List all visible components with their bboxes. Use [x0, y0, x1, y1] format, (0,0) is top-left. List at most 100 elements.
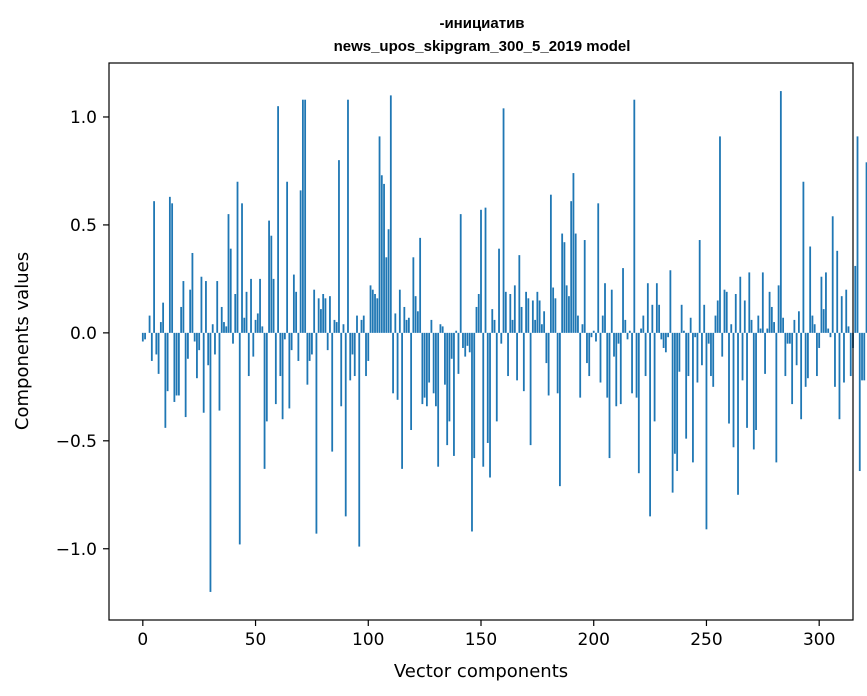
bar-component-230: [660, 332, 663, 340]
bar-component-137: [450, 332, 453, 359]
bar-component-242: [687, 332, 690, 377]
bar-component-222: [642, 315, 645, 333]
bar-component-37: [225, 326, 228, 333]
bar-component-91: [347, 99, 349, 333]
bar-component-211: [617, 332, 620, 344]
bar-component-305: [829, 332, 832, 338]
bar-component-249: [703, 304, 706, 333]
bar-component-163: [509, 294, 512, 333]
bar-component-134: [444, 332, 446, 385]
bar-component-214: [624, 319, 627, 333]
bar-component-313: [847, 326, 850, 333]
bar-component-148: [475, 306, 478, 333]
bar-component-223: [644, 332, 647, 377]
bar-component-321: [865, 162, 867, 333]
bar-component-250: [705, 332, 708, 530]
chart-title-line-1: -инициатив: [439, 15, 524, 32]
bar-component-206: [606, 332, 609, 398]
bar-component-5: [153, 201, 155, 333]
bar-component-210: [615, 332, 618, 407]
bar-component-229: [658, 304, 661, 333]
bar-component-56: [268, 220, 270, 333]
bar-component-13: [171, 203, 174, 333]
bar-component-0: [141, 332, 144, 342]
bar-component-93: [351, 332, 354, 355]
bar-component-158: [498, 248, 500, 333]
bar-component-182: [552, 287, 555, 333]
bar-component-16: [177, 332, 180, 396]
bar-component-280: [773, 322, 775, 333]
bar-component-208: [610, 289, 613, 333]
bar-component-282: [777, 285, 780, 333]
bar-component-108: [385, 257, 388, 333]
bar-component-42: [236, 181, 239, 333]
bar-component-97: [360, 319, 363, 333]
y-tick-label-3: 0.5: [70, 216, 97, 236]
bar-component-209: [613, 332, 615, 357]
bar-component-205: [604, 283, 606, 333]
bar-component-85: [333, 319, 336, 333]
bar-component-36: [223, 322, 225, 333]
bar-component-203: [599, 332, 602, 383]
bar-component-70: [299, 190, 302, 333]
bar-component-140: [457, 332, 460, 374]
bar-component-261: [730, 324, 733, 333]
bar-component-268: [746, 332, 748, 428]
bar-component-132: [439, 324, 442, 333]
y-axis-label: Components values: [12, 252, 33, 430]
bar-component-145: [468, 332, 471, 353]
bar-component-26: [200, 276, 203, 333]
bar-component-50: [254, 319, 257, 333]
bar-component-23: [193, 332, 196, 342]
bar-component-6: [155, 332, 158, 355]
bar-component-238: [678, 332, 681, 372]
bar-component-29: [207, 332, 210, 366]
bar-component-183: [554, 298, 557, 333]
bar-component-292: [800, 332, 803, 420]
bar-component-20: [187, 332, 189, 359]
bar-component-288: [791, 332, 794, 405]
bar-component-12: [168, 196, 171, 333]
bar-component-245: [694, 332, 697, 338]
bar-component-221: [640, 328, 642, 333]
bar-component-120: [412, 257, 415, 333]
bar-component-198: [588, 332, 591, 377]
bar-component-232: [664, 332, 667, 353]
bar-component-236: [673, 332, 676, 454]
bar-component-179: [545, 332, 548, 364]
bar-component-88: [340, 332, 343, 407]
bar-component-87: [338, 160, 340, 333]
bar-component-247: [698, 240, 701, 333]
bar-component-302: [822, 309, 825, 333]
bar-component-53: [261, 326, 264, 333]
bar-component-98: [362, 315, 365, 333]
bar-component-10: [164, 332, 167, 428]
bar-component-155: [491, 309, 494, 333]
x-tick-label-0: 0: [137, 630, 148, 650]
bar-component-265: [739, 276, 742, 333]
bar-component-51: [256, 313, 259, 333]
bar-component-71: [301, 99, 304, 333]
bar-component-202: [597, 203, 600, 333]
bar-component-237: [676, 332, 679, 472]
bar-component-316: [854, 265, 857, 333]
bar-component-171: [527, 298, 530, 333]
bar-component-269: [748, 272, 751, 333]
bar-component-113: [396, 332, 399, 400]
bar-component-314: [849, 332, 852, 377]
bar-component-234: [669, 270, 672, 333]
bar-component-307: [834, 332, 836, 387]
bar-component-59: [274, 332, 277, 405]
bar-component-94: [353, 332, 356, 377]
y-tick-label-4: 1.0: [70, 108, 97, 128]
bar-component-133: [441, 326, 444, 333]
bar-component-262: [732, 332, 735, 448]
bar-component-257: [721, 332, 724, 357]
bar-component-81: [324, 298, 327, 333]
bar-component-142: [462, 332, 464, 348]
bar-component-18: [182, 281, 185, 333]
bar-component-266: [741, 332, 744, 381]
bar-component-69: [297, 332, 300, 361]
bar-component-63: [283, 332, 286, 340]
